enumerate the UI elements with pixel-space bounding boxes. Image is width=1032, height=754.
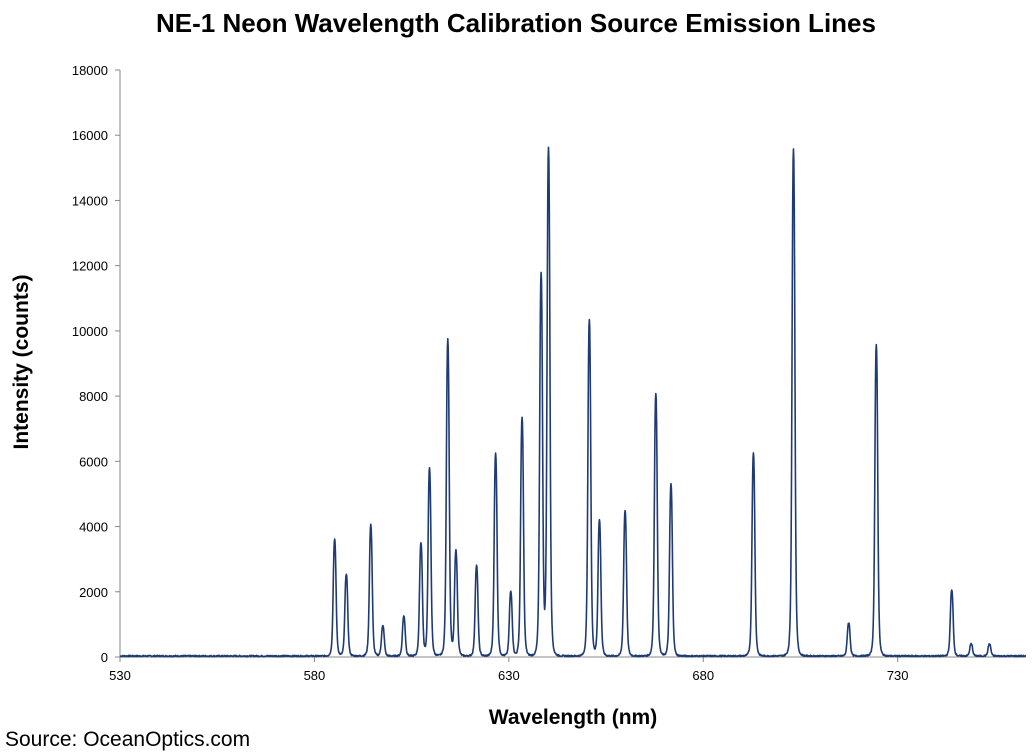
x-tick-label: 680: [692, 668, 714, 683]
x-tick-label: 530: [109, 668, 131, 683]
axes: [115, 69, 1026, 662]
x-axis-label: Wavelength (nm): [488, 706, 658, 729]
spectrum-series-line: [119, 146, 1027, 658]
y-tick-label: 14000: [72, 193, 108, 208]
y-tick-label: 16000: [72, 128, 108, 143]
y-tick-label: 2000: [79, 585, 108, 600]
y-tick-label: 4000: [79, 520, 108, 535]
tick-labels: 0 2000 4000 6000 8000 10000 12000 14000 16000 180…: [72, 63, 909, 683]
chart-title: NE-1 Neon Wavelength Calibration Source …: [156, 8, 876, 38]
y-tick-label: 0: [101, 650, 108, 665]
x-tick-label: 580: [304, 668, 326, 683]
y-tick-label: 18000: [72, 63, 108, 78]
x-tick-label: 730: [887, 668, 909, 683]
y-tick-label: 6000: [79, 454, 108, 469]
x-tick-label: 630: [498, 668, 520, 683]
source-note: Source: OceanOptics.com: [5, 728, 251, 751]
y-tick-label: 8000: [79, 389, 108, 404]
y-tick-label: 12000: [72, 259, 108, 274]
y-tick-label: 10000: [72, 324, 108, 339]
y-axis-label: Intensity (counts): [10, 274, 33, 450]
